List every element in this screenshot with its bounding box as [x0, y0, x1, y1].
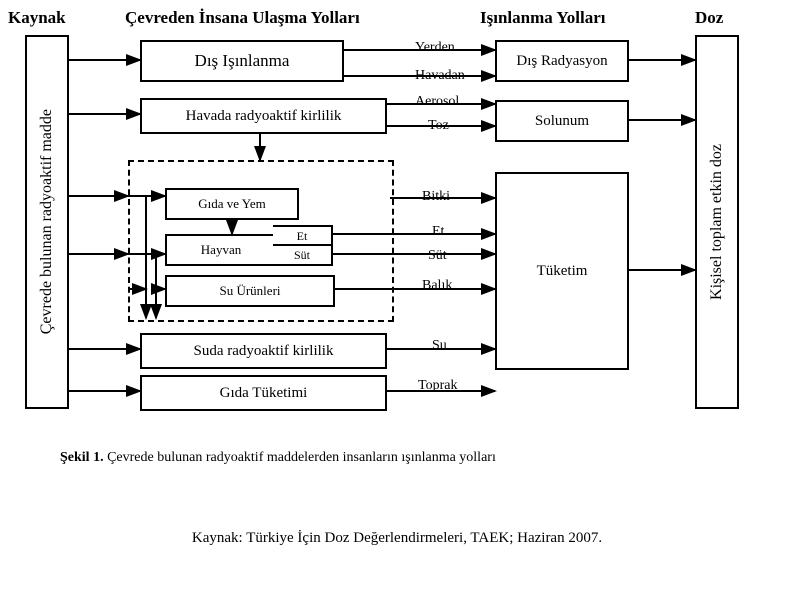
box-cevre: Çevrede bulunan radyoaktif madde [25, 35, 69, 409]
header-doz: Doz [695, 8, 723, 28]
label-bitki: Bitki [422, 189, 450, 205]
box-dis_radyasyon: Dış Radyasyon [495, 40, 629, 82]
source-citation: Kaynak: Türkiye İçin Doz Değerlendirmele… [0, 530, 794, 547]
header-cevreden: Çevreden İnsana Ulaşma Yolları [125, 8, 360, 28]
header-isinlanma: Işınlanma Yolları [480, 8, 605, 28]
figure-caption: Şekil 1. Çevrede bulunan radyoaktif madd… [60, 450, 496, 466]
box-suda: Suda radyoaktif kirlilik [140, 333, 387, 369]
box-tuketim: Tüketim [495, 172, 629, 370]
label-aerosol: Aerosol [415, 94, 459, 110]
box-gida_tuketimi: Gıda Tüketimi [140, 375, 387, 411]
label-balik: Balık [422, 278, 452, 294]
header-kaynak: Kaynak [8, 8, 66, 28]
box-kisisel: Kişisel toplam etkin doz [695, 35, 739, 409]
box-solunum: Solunum [495, 100, 629, 142]
box-dis_isinlanma: Dış Işınlanma [140, 40, 344, 82]
diagram-canvas: Kaynak Çevreden İnsana Ulaşma Yolları Işın… [0, 0, 794, 595]
label-havadan: Havadan [415, 68, 465, 84]
dashed-group [128, 160, 394, 322]
label-su: Su [432, 338, 447, 354]
arrows-layer [0, 0, 794, 595]
box-havada: Havada radyoaktif kirlilik [140, 98, 387, 134]
label-sut: Süt [428, 248, 447, 264]
label-toz: Toz [428, 118, 449, 134]
label-et: Et [432, 224, 444, 240]
label-yerden: Yerden [415, 40, 455, 56]
label-toprak: Toprak [418, 378, 457, 394]
